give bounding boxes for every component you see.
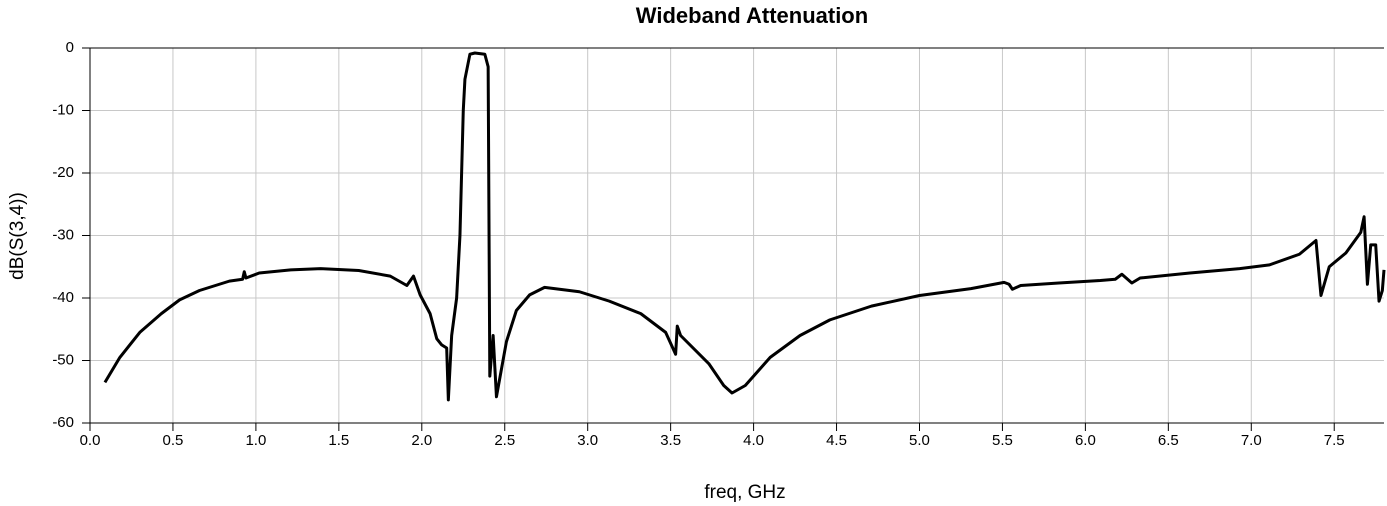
- y-tick-label: 0: [66, 39, 74, 56]
- x-tick-label: 6.0: [1075, 432, 1096, 449]
- y-tick-label: -20: [52, 164, 74, 181]
- y-tick-label: -50: [52, 351, 74, 368]
- y-tick-label: -10: [52, 101, 74, 118]
- y-tick-label: -40: [52, 289, 74, 306]
- x-tick-label: 2.0: [411, 432, 432, 449]
- y-axis-title: dB(S(3,4)): [7, 192, 28, 280]
- x-tick-label: 5.0: [909, 432, 930, 449]
- x-tick-label: 7.0: [1241, 432, 1262, 449]
- x-tick-label: 1.0: [245, 432, 266, 449]
- y-tick-label: -30: [52, 226, 74, 243]
- x-axis-title: freq, GHz: [704, 482, 785, 503]
- x-tick-label: 6.5: [1158, 432, 1179, 449]
- x-tick-label: 4.0: [743, 432, 764, 449]
- y-tick-label: -60: [52, 414, 74, 431]
- x-tick-label: 0.0: [80, 432, 101, 449]
- x-tick-label: 5.5: [992, 432, 1013, 449]
- x-tick-label: 3.0: [577, 432, 598, 449]
- x-tick-label: 3.5: [660, 432, 681, 449]
- chart-title: Wideband Attenuation: [636, 3, 868, 28]
- x-tick-label: 7.5: [1324, 432, 1345, 449]
- x-tick-label: 1.5: [328, 432, 349, 449]
- x-tick-label: 4.5: [826, 432, 847, 449]
- data-line: [103, 51, 1386, 402]
- x-tick-label: 2.5: [494, 432, 515, 449]
- x-tick-label: 0.5: [163, 432, 184, 449]
